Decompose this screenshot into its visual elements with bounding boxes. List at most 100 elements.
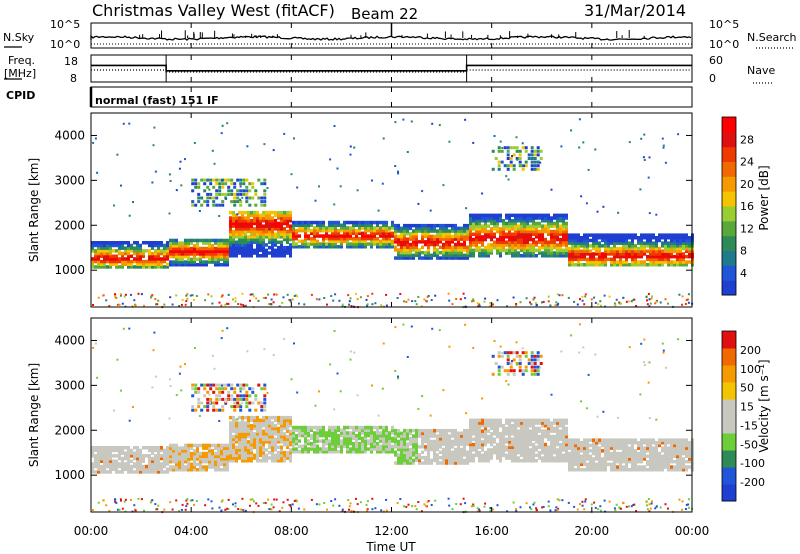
power-cell xyxy=(462,292,465,295)
power-cell xyxy=(193,254,196,259)
velocity-cell xyxy=(469,445,472,449)
velocity-cell xyxy=(442,461,445,465)
power-cell xyxy=(91,262,94,266)
power-cell xyxy=(643,260,646,264)
power-cell xyxy=(214,241,217,245)
velocity-cell xyxy=(193,465,196,469)
power-cell xyxy=(220,238,223,243)
power-cell xyxy=(679,263,682,267)
power-cell xyxy=(421,250,424,255)
velocity-cell xyxy=(304,439,307,443)
power-cell xyxy=(283,251,286,255)
velocity-cell xyxy=(403,434,406,438)
velocity-cell xyxy=(247,453,250,458)
power-cell xyxy=(121,257,124,261)
velocity-cell xyxy=(292,431,295,435)
power-cell xyxy=(211,246,214,251)
power-cell xyxy=(224,182,228,186)
power-cell xyxy=(652,263,655,267)
power-cell xyxy=(568,260,571,264)
velocity-cell xyxy=(427,445,430,449)
velocity-cell xyxy=(442,428,445,433)
power-cell xyxy=(472,141,475,144)
power-cell xyxy=(336,167,339,170)
velocity-cell xyxy=(349,433,352,438)
velocity-cell xyxy=(502,434,505,439)
velocity-cell xyxy=(223,446,226,450)
velocity-cell xyxy=(574,438,577,442)
velocity-cell xyxy=(130,459,133,463)
velocity-cell xyxy=(118,446,121,450)
power-cell xyxy=(415,250,418,255)
power-cell xyxy=(235,235,238,239)
power-cell xyxy=(577,254,580,259)
velocity-cell xyxy=(466,450,469,454)
power-cell xyxy=(394,165,397,167)
power-cell xyxy=(238,210,241,215)
power-cell xyxy=(307,234,310,238)
power-cell xyxy=(559,213,562,218)
velocity-cell xyxy=(508,426,511,431)
power-cell xyxy=(544,251,547,255)
power-cell xyxy=(659,301,662,304)
velocity-cell xyxy=(481,434,484,439)
power-cell xyxy=(400,234,403,239)
power-cell xyxy=(592,233,595,237)
power-cell xyxy=(235,254,238,258)
power-cell xyxy=(100,262,103,266)
power-cell xyxy=(496,216,499,220)
power-cell xyxy=(557,302,560,305)
velocity-cell xyxy=(640,441,643,445)
power-cell xyxy=(197,182,201,186)
velocity-cell xyxy=(622,443,625,448)
velocity-cell xyxy=(613,459,616,464)
velocity-cell xyxy=(175,443,178,448)
power-cell xyxy=(217,254,220,259)
power-cell xyxy=(206,203,210,207)
velocity-cell xyxy=(298,428,301,432)
power-cell xyxy=(208,238,211,243)
velocity-cell xyxy=(217,457,220,461)
velocity-cell xyxy=(427,431,430,436)
velocity-cell xyxy=(187,443,190,448)
velocity-cell xyxy=(316,433,319,438)
power-cell xyxy=(113,204,115,207)
power-cell xyxy=(532,229,535,234)
velocity-cell xyxy=(364,441,367,446)
power-cell xyxy=(578,118,581,121)
power-cell xyxy=(233,200,237,204)
power-cell xyxy=(403,245,406,249)
power-cell xyxy=(484,229,487,234)
velocity-cell xyxy=(625,438,628,442)
power-cell xyxy=(235,251,238,255)
velocity-cell xyxy=(277,418,280,423)
power-cell xyxy=(442,256,445,260)
power-cell xyxy=(154,298,157,301)
power-cell xyxy=(568,233,571,237)
power-cell xyxy=(670,263,673,267)
power-cell xyxy=(251,185,255,189)
power-cell xyxy=(349,231,352,236)
power-cell xyxy=(496,245,499,250)
power-cell xyxy=(487,224,490,228)
power-cell xyxy=(530,303,533,306)
power-cell xyxy=(376,223,379,227)
power-cell xyxy=(532,213,535,218)
velocity-cell xyxy=(316,425,319,430)
power-cell xyxy=(239,185,242,188)
velocity-cell xyxy=(499,437,502,441)
velocity-cell xyxy=(241,459,244,463)
velocity-cell xyxy=(346,439,349,443)
velocity-cell xyxy=(520,434,523,439)
velocity-cell xyxy=(478,456,481,460)
power-cell xyxy=(220,249,223,253)
velocity-cell xyxy=(409,458,412,463)
velocity-cell xyxy=(391,425,394,430)
velocity-cell xyxy=(334,436,337,441)
power-cell xyxy=(613,302,616,305)
power-cell xyxy=(529,301,531,304)
power-cell xyxy=(652,246,655,251)
velocity-cell xyxy=(580,462,583,467)
power-cell xyxy=(238,232,241,236)
velocity-cell xyxy=(115,470,118,474)
